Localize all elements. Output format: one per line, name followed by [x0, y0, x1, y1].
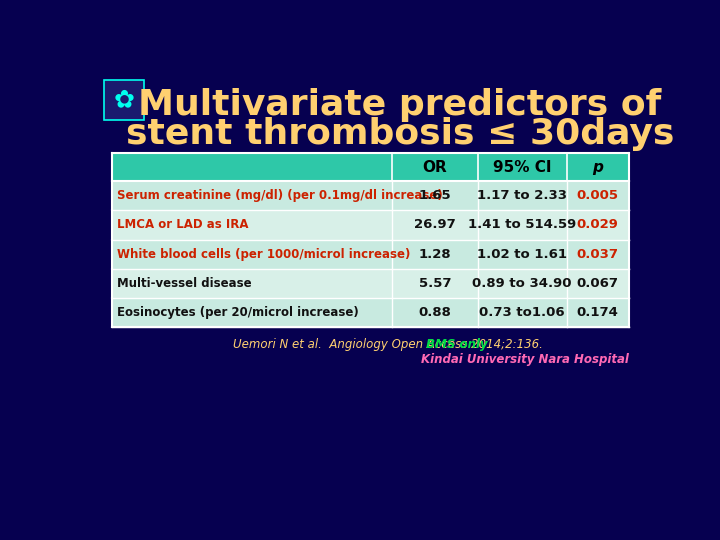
- Text: 1.65: 1.65: [418, 189, 451, 202]
- Bar: [104, 80, 144, 120]
- Text: 1.02 to 1.61: 1.02 to 1.61: [477, 248, 567, 261]
- Bar: [112, 298, 629, 327]
- Bar: [112, 240, 629, 269]
- Text: 0.73 to1.06: 0.73 to1.06: [480, 306, 565, 319]
- Text: 0.89 to 34.90: 0.89 to 34.90: [472, 277, 572, 290]
- Text: 0.174: 0.174: [577, 306, 618, 319]
- Text: p: p: [592, 160, 603, 175]
- Bar: [112, 153, 629, 181]
- Text: Kindai University Nara Hospital: Kindai University Nara Hospital: [420, 353, 629, 366]
- Text: Uemori N et al.  Angiology Open Access 2014;2:136.: Uemori N et al. Angiology Open Access 20…: [233, 338, 544, 351]
- Text: White blood cells (per 1000/microl increase): White blood cells (per 1000/microl incre…: [117, 248, 410, 261]
- Text: 0.037: 0.037: [577, 248, 618, 261]
- Text: Multivariate predictors of: Multivariate predictors of: [138, 88, 662, 122]
- Text: 26.97: 26.97: [414, 219, 456, 232]
- Text: 1.17 to 2.33: 1.17 to 2.33: [477, 189, 567, 202]
- Text: 95% CI: 95% CI: [492, 160, 552, 175]
- Text: OR: OR: [423, 160, 447, 175]
- Text: 0.067: 0.067: [577, 277, 618, 290]
- Bar: [112, 181, 629, 211]
- Text: 0.029: 0.029: [577, 219, 618, 232]
- Text: 1.28: 1.28: [418, 248, 451, 261]
- Text: 1.41 to 514.59: 1.41 to 514.59: [468, 219, 576, 232]
- Text: stent thrombosis ≤ 30days: stent thrombosis ≤ 30days: [126, 117, 674, 151]
- Text: Multi-vessel disease: Multi-vessel disease: [117, 277, 252, 290]
- Text: 5.57: 5.57: [418, 277, 451, 290]
- Text: BMS only: BMS only: [423, 338, 488, 351]
- Text: Eosinocytes (per 20/microl increase): Eosinocytes (per 20/microl increase): [117, 306, 359, 319]
- Text: 0.88: 0.88: [418, 306, 451, 319]
- Bar: [112, 269, 629, 298]
- Text: ✿: ✿: [114, 88, 135, 112]
- Text: 0.005: 0.005: [577, 189, 618, 202]
- Text: LMCA or LAD as IRA: LMCA or LAD as IRA: [117, 219, 248, 232]
- Text: Serum creatinine (mg/dl) (per 0.1mg/dl increase): Serum creatinine (mg/dl) (per 0.1mg/dl i…: [117, 189, 443, 202]
- Bar: [112, 210, 629, 240]
